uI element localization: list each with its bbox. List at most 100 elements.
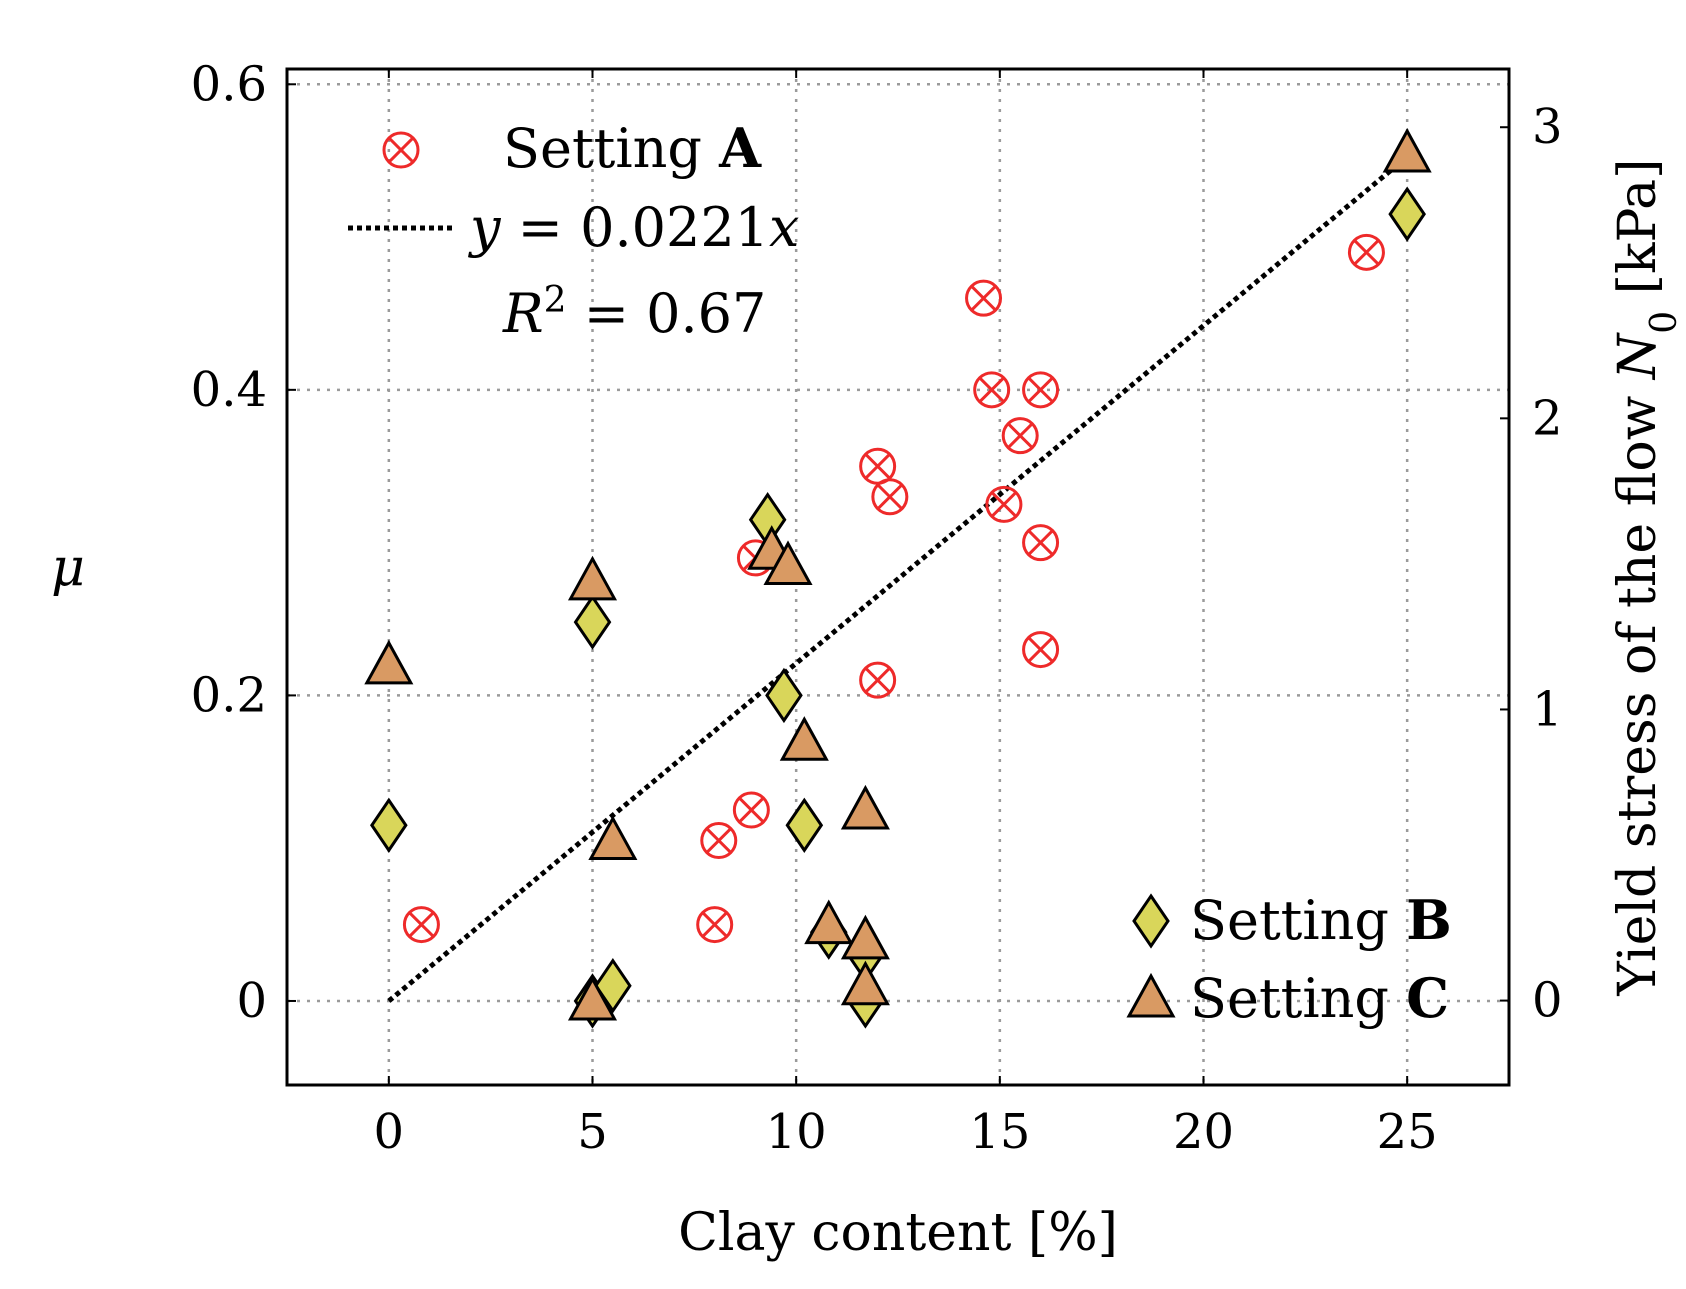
point-setting-c	[840, 784, 890, 830]
y-axis-title: μ	[51, 538, 85, 598]
marker-circle	[1022, 524, 1060, 562]
legend-symbol-setting-b	[1132, 893, 1170, 949]
marker-circle	[402, 906, 440, 944]
point-setting-c	[588, 815, 638, 861]
legend-label-r2: R2 = 0.67	[502, 280, 766, 346]
point-setting-a	[859, 447, 897, 485]
marker-circle	[700, 822, 738, 860]
point-setting-b	[765, 667, 803, 724]
y-tick-label: 0.4	[191, 362, 267, 418]
marker-circle	[871, 478, 909, 516]
marker-circle	[382, 131, 420, 169]
point-setting-a	[1022, 524, 1060, 562]
point-setting-a	[871, 478, 909, 516]
y2-tick-label: 0	[1532, 973, 1563, 1029]
legend-marker-setting-a	[382, 131, 420, 169]
marker-cross	[876, 483, 903, 510]
marker-cross	[978, 376, 1005, 403]
point-setting-a	[700, 822, 738, 860]
marker-cross	[1027, 376, 1054, 403]
marker-cross	[701, 911, 728, 938]
point-setting-b	[785, 797, 824, 853]
y2-tick-label: 2	[1532, 390, 1563, 446]
point-setting-c	[840, 914, 890, 960]
x-tick-label: 0	[374, 1104, 405, 1160]
marker-circle	[985, 485, 1023, 523]
point-setting-a	[732, 791, 770, 829]
marker-cross	[1007, 422, 1034, 449]
marker-circle	[1022, 371, 1060, 409]
marker-cross	[1027, 636, 1054, 663]
x-axis-title: Clay content [%]	[678, 1203, 1118, 1263]
point-setting-a	[973, 371, 1011, 409]
marker-circle	[732, 791, 770, 829]
fit-layer	[387, 154, 1409, 1003]
point-setting-a	[1022, 631, 1060, 669]
marker-cross	[738, 796, 765, 824]
legend-symbol-setting-c	[1126, 972, 1176, 1018]
point-setting-a	[985, 485, 1023, 523]
point-setting-b	[370, 797, 408, 853]
marker-cross	[1353, 239, 1380, 266]
marker-cross	[705, 827, 732, 854]
point-setting-c	[567, 975, 618, 1021]
marker-cross	[864, 667, 891, 694]
point-setting-a	[1001, 417, 1039, 455]
marker-layer	[364, 127, 1432, 1029]
legend-bottom-right: Setting B Setting C	[1126, 888, 1452, 1030]
y-tick-label: 0.2	[191, 667, 267, 723]
marker-cross	[387, 136, 415, 164]
axis-ticks: 0 5 10 15 20 25 0 0.2 0.4 0.6 0 1 2 3	[191, 56, 1563, 1160]
point-setting-a	[965, 279, 1003, 317]
x-tick-label: 25	[1377, 1104, 1438, 1160]
legend-top-left: Setting A y = 0.0221x R2 = 0.67	[348, 116, 800, 345]
legend-label-setting-a: Setting A	[503, 116, 762, 180]
marker-circle	[1347, 233, 1385, 271]
point-setting-c	[840, 960, 890, 1006]
legend-label-setting-b: Setting B	[1190, 888, 1452, 952]
point-setting-c	[804, 899, 854, 945]
point-setting-b	[573, 594, 612, 650]
point-setting-a	[1022, 371, 1060, 409]
point-setting-c	[364, 639, 414, 685]
marker-cross	[408, 911, 435, 938]
point-setting-c	[567, 555, 618, 601]
marker-cross	[990, 491, 1017, 518]
y2-tick-label: 3	[1532, 99, 1563, 155]
point-setting-c	[779, 716, 829, 761]
marker-circle	[859, 661, 897, 699]
legend-symbol-setting-a	[382, 131, 420, 169]
point-setting-c	[1382, 127, 1432, 173]
grid-lines	[287, 69, 1509, 1085]
fit-line	[387, 154, 1409, 1003]
marker-cross	[864, 453, 891, 480]
marker-circle	[965, 279, 1003, 317]
point-setting-c	[763, 540, 813, 586]
legend-label-fit: y = 0.0221x	[468, 196, 800, 259]
y-tick-label: 0	[236, 973, 267, 1029]
marker-cross	[1027, 529, 1054, 556]
x-tick-label: 5	[577, 1104, 608, 1160]
marker-circle	[973, 371, 1011, 409]
point-setting-a	[402, 906, 440, 944]
point-setting-a	[1347, 233, 1385, 271]
x-tick-label: 15	[969, 1104, 1030, 1160]
x-tick-label: 10	[766, 1104, 827, 1160]
plot-frame	[285, 67, 1511, 1087]
y2-axis-title: Yield stress of the flow N0 [kPa]	[1608, 159, 1685, 997]
plot-area	[364, 127, 1432, 1029]
x-tick-label: 20	[1173, 1104, 1234, 1160]
marker-circle	[696, 906, 734, 944]
marker-circle	[1001, 417, 1039, 455]
legend-marker-setting-b	[1132, 893, 1170, 949]
point-setting-a	[859, 661, 897, 699]
legend-label-setting-c: Setting C	[1190, 966, 1449, 1030]
y2-tick-label: 1	[1532, 681, 1563, 737]
marker-circle	[1022, 631, 1060, 669]
point-setting-b	[1388, 186, 1426, 242]
y-tick-label: 0.6	[191, 56, 267, 112]
point-setting-a	[696, 906, 734, 944]
marker-cross	[970, 285, 997, 312]
legend-marker-setting-c	[1126, 972, 1176, 1018]
